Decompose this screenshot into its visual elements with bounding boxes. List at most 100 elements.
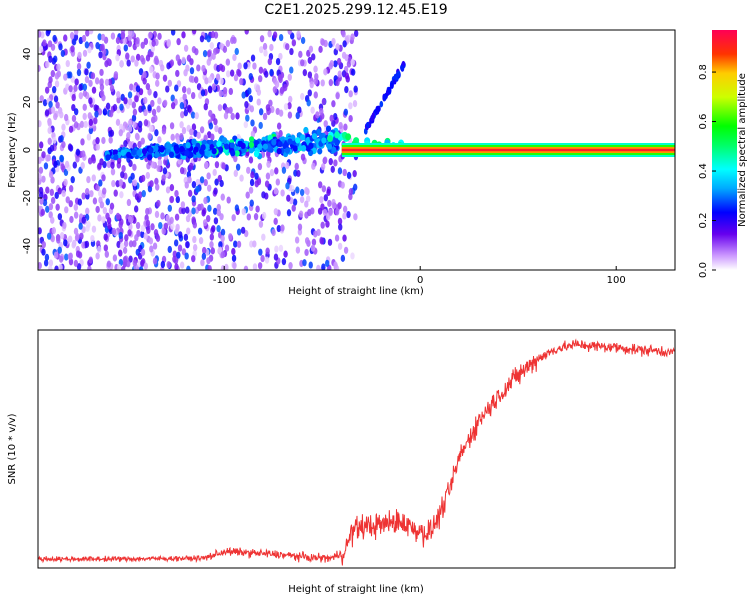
spectrogram-speckle xyxy=(48,259,54,267)
spectrogram-speckle xyxy=(82,83,88,91)
spectrogram-branch xyxy=(387,87,392,94)
spectrogram-speckle xyxy=(147,88,152,96)
spectrogram-speckle xyxy=(342,205,348,213)
spectrogram-speckle xyxy=(249,105,255,113)
spectrogram-speckle xyxy=(255,84,261,92)
spectrogram-speckle xyxy=(258,121,263,130)
spectrogram-speckle xyxy=(110,161,115,169)
spectrogram-speckle xyxy=(123,239,129,248)
spectrogram-speckle xyxy=(352,99,358,108)
snr-axes: -100010010002000300040005000 xyxy=(0,0,13,3)
spectrogram-speckle xyxy=(95,252,100,260)
spectrogram-speckle xyxy=(101,216,106,224)
spectrogram-speckle xyxy=(102,108,108,116)
spectrogram-speckle xyxy=(308,45,314,53)
spectrogram-speckle xyxy=(104,250,110,258)
spectrogram-speckle xyxy=(120,265,126,270)
spectrogram-speckle xyxy=(153,114,158,123)
spectrogram-speckle xyxy=(320,221,325,229)
spectrogram-speckle xyxy=(143,108,148,117)
spectrogram-speckle xyxy=(281,258,287,266)
spectrogram-speckle xyxy=(95,205,100,214)
spectrogram-speckle xyxy=(285,43,290,51)
spectrogram-echo xyxy=(315,128,322,136)
spectrogram-speckle xyxy=(213,217,219,225)
spectrogram-speckle xyxy=(94,77,100,85)
spectrogram-speckle xyxy=(72,161,78,169)
spectrogram-speckle xyxy=(88,30,94,35)
spectrogram-speckle xyxy=(264,70,269,78)
spectrogram-speckle xyxy=(46,232,52,240)
spectrogram-speckle xyxy=(135,37,140,45)
spectrogram-speckle xyxy=(48,203,54,211)
spectrogram-speckle xyxy=(123,97,128,105)
spectrogram-speckle xyxy=(91,225,97,233)
spectrogram-speckle xyxy=(125,52,130,60)
spectrogram-speckle xyxy=(191,216,196,224)
spectrogram-speckle xyxy=(252,62,257,70)
spectrogram-speckle xyxy=(126,198,132,207)
spectrogram-speckle xyxy=(237,69,242,77)
spectrogram-speckle xyxy=(101,136,106,145)
spectrogram-speckle xyxy=(235,112,240,120)
spectrogram-speckle xyxy=(211,83,217,91)
spectrogram-speckle xyxy=(222,45,228,53)
spectrogram-speckle xyxy=(157,159,163,167)
spectrogram-speckle xyxy=(209,42,215,50)
spectrogram-speckle xyxy=(237,62,242,70)
spectrogram-echo xyxy=(282,142,288,150)
spectrogram-speckle xyxy=(258,108,264,116)
spectrogram-speckle xyxy=(161,174,166,182)
spectrogram-speckle xyxy=(261,191,266,199)
spectrogram-speckle xyxy=(118,221,123,229)
spectrogram-speckle xyxy=(208,122,214,130)
spectrogram-speckle xyxy=(52,136,57,144)
spectrogram-speckle xyxy=(350,58,355,66)
spectrogram-speckle xyxy=(143,96,148,105)
spectrogram-speckle xyxy=(202,219,208,227)
spectrogram-speckle xyxy=(309,81,314,89)
spectrogram-speckle xyxy=(188,162,194,170)
spectrogram-speckle xyxy=(191,255,196,263)
spectrogram-speckle xyxy=(145,207,150,216)
spectrogram-echo xyxy=(165,142,172,150)
spectrogram-speckle xyxy=(184,252,189,260)
spectrogram-speckle xyxy=(320,79,325,87)
spectrogram-speckle xyxy=(210,247,215,255)
spectrogram-speckle xyxy=(181,86,187,94)
spectrogram-speckle xyxy=(256,98,261,106)
spectrogram-speckle xyxy=(128,141,133,149)
spectrogram-speckle xyxy=(95,137,100,145)
spectrogram-speckle xyxy=(117,263,122,270)
spectrogram-speckle xyxy=(219,77,224,85)
spectrogram-speckle xyxy=(342,168,347,177)
spectrogram-y-tick-label: -20 xyxy=(22,190,33,206)
spectrogram-speckle xyxy=(338,223,343,231)
spectrogram-speckle xyxy=(85,207,90,215)
spectrogram-speckle xyxy=(43,259,49,267)
spectrogram-speckle xyxy=(105,212,110,220)
spectrogram-speckle xyxy=(258,248,263,256)
spectrogram-speckle xyxy=(226,196,231,204)
spectrogram-speckle xyxy=(181,56,186,65)
spectrogram-speckle xyxy=(97,108,103,116)
spectrogram-speckle xyxy=(214,161,220,169)
spectrogram-speckle xyxy=(99,78,104,86)
spectrogram-speckle xyxy=(235,163,241,171)
spectrogram-speckle xyxy=(283,103,289,111)
spectrogram-speckle xyxy=(328,79,334,87)
spectrogram-echo xyxy=(257,143,263,150)
spectrogram-speckle xyxy=(201,252,207,260)
spectrogram-speckle xyxy=(88,127,94,135)
spectrogram-speckle xyxy=(79,120,85,129)
spectrogram-speckle xyxy=(191,30,197,35)
spectrogram-speckle xyxy=(342,40,347,48)
spectrogram-speckle xyxy=(61,189,66,198)
spectrogram-speckle xyxy=(186,87,192,95)
spectrogram-speckle xyxy=(294,236,300,244)
spectrogram-speckle xyxy=(215,73,221,81)
spectrogram-speckle xyxy=(134,59,139,67)
spectrogram-speckle xyxy=(68,185,74,193)
spectrogram-speckle xyxy=(38,191,44,199)
spectrogram-speckle xyxy=(186,227,191,235)
